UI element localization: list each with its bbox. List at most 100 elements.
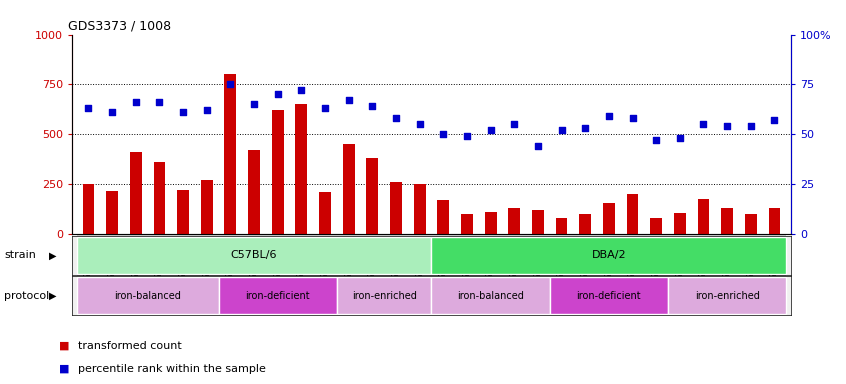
Bar	[597, 234, 621, 304]
Point	[602, 113, 616, 119]
Point	[508, 121, 521, 127]
Bar	[319, 192, 331, 234]
Bar	[431, 237, 786, 274]
Bar	[744, 214, 756, 234]
Bar	[218, 234, 242, 304]
Bar	[455, 234, 479, 304]
Bar	[645, 234, 668, 304]
Bar	[437, 200, 449, 234]
Point	[200, 108, 213, 114]
Point	[129, 99, 142, 106]
Point	[365, 103, 379, 109]
Text: iron-enriched: iron-enriched	[695, 291, 760, 301]
Bar	[83, 184, 95, 234]
Text: iron-deficient: iron-deficient	[245, 291, 310, 301]
Bar	[698, 199, 710, 234]
Bar	[762, 234, 786, 304]
Text: iron-enriched: iron-enriched	[352, 291, 416, 301]
Bar	[289, 234, 313, 304]
Bar	[77, 237, 431, 274]
Bar	[366, 158, 378, 234]
Bar	[77, 277, 218, 314]
Text: ▶: ▶	[49, 291, 57, 301]
Bar	[674, 213, 686, 234]
Bar	[574, 234, 597, 304]
Bar	[390, 182, 402, 234]
Point	[82, 105, 96, 111]
Text: C57BL/6: C57BL/6	[231, 250, 277, 260]
Text: percentile rank within the sample: percentile rank within the sample	[78, 364, 266, 374]
Bar	[101, 234, 124, 304]
Bar	[479, 234, 503, 304]
Bar	[485, 212, 497, 234]
Point	[106, 109, 119, 116]
Point	[650, 137, 663, 144]
Point	[484, 127, 497, 134]
Bar	[272, 111, 283, 234]
Point	[318, 105, 332, 111]
Bar	[550, 277, 668, 314]
Bar	[384, 234, 408, 304]
Text: strain: strain	[4, 250, 36, 260]
Bar	[603, 203, 615, 234]
Bar	[692, 234, 716, 304]
Point	[460, 133, 474, 139]
Text: iron-balanced: iron-balanced	[457, 291, 524, 301]
Point	[437, 131, 450, 137]
Text: ▶: ▶	[49, 250, 57, 260]
Bar	[668, 277, 786, 314]
Point	[223, 81, 237, 88]
Bar	[461, 214, 473, 234]
Bar	[343, 144, 354, 234]
Point	[389, 115, 403, 121]
Bar	[337, 277, 431, 314]
Bar	[218, 277, 337, 314]
Bar	[508, 208, 520, 234]
Bar	[716, 234, 739, 304]
Point	[721, 123, 734, 129]
Point	[247, 101, 261, 108]
Bar	[526, 234, 550, 304]
Bar	[431, 234, 455, 304]
Text: iron-deficient: iron-deficient	[577, 291, 641, 301]
Bar	[295, 104, 307, 234]
Bar	[77, 234, 101, 304]
Bar	[668, 234, 692, 304]
Bar	[360, 234, 384, 304]
Bar	[177, 190, 189, 234]
Point	[271, 91, 284, 98]
Point	[152, 99, 166, 106]
Bar	[408, 234, 431, 304]
Bar	[550, 234, 574, 304]
Bar	[580, 214, 591, 234]
Bar	[224, 74, 236, 234]
Bar	[414, 184, 426, 234]
Text: ■: ■	[59, 364, 69, 374]
Bar	[556, 218, 568, 234]
Bar	[107, 191, 118, 234]
Point	[744, 123, 757, 129]
Text: transformed count: transformed count	[78, 341, 182, 351]
Bar	[739, 234, 762, 304]
Bar	[124, 234, 147, 304]
Bar	[651, 218, 662, 234]
Point	[413, 121, 426, 127]
Text: ■: ■	[59, 341, 69, 351]
Bar	[201, 180, 212, 234]
Point	[294, 88, 308, 94]
Bar	[147, 234, 171, 304]
Bar	[722, 208, 733, 234]
Bar	[627, 194, 639, 234]
Text: GDS3373 / 1008: GDS3373 / 1008	[69, 19, 172, 32]
Point	[531, 143, 545, 149]
Bar	[171, 234, 195, 304]
Text: iron-balanced: iron-balanced	[114, 291, 181, 301]
Bar	[153, 162, 165, 234]
Bar	[248, 151, 260, 234]
Bar	[337, 234, 360, 304]
Point	[555, 127, 569, 134]
Point	[579, 125, 592, 131]
Bar	[768, 208, 780, 234]
Text: DBA/2: DBA/2	[591, 250, 626, 260]
Bar	[195, 234, 218, 304]
